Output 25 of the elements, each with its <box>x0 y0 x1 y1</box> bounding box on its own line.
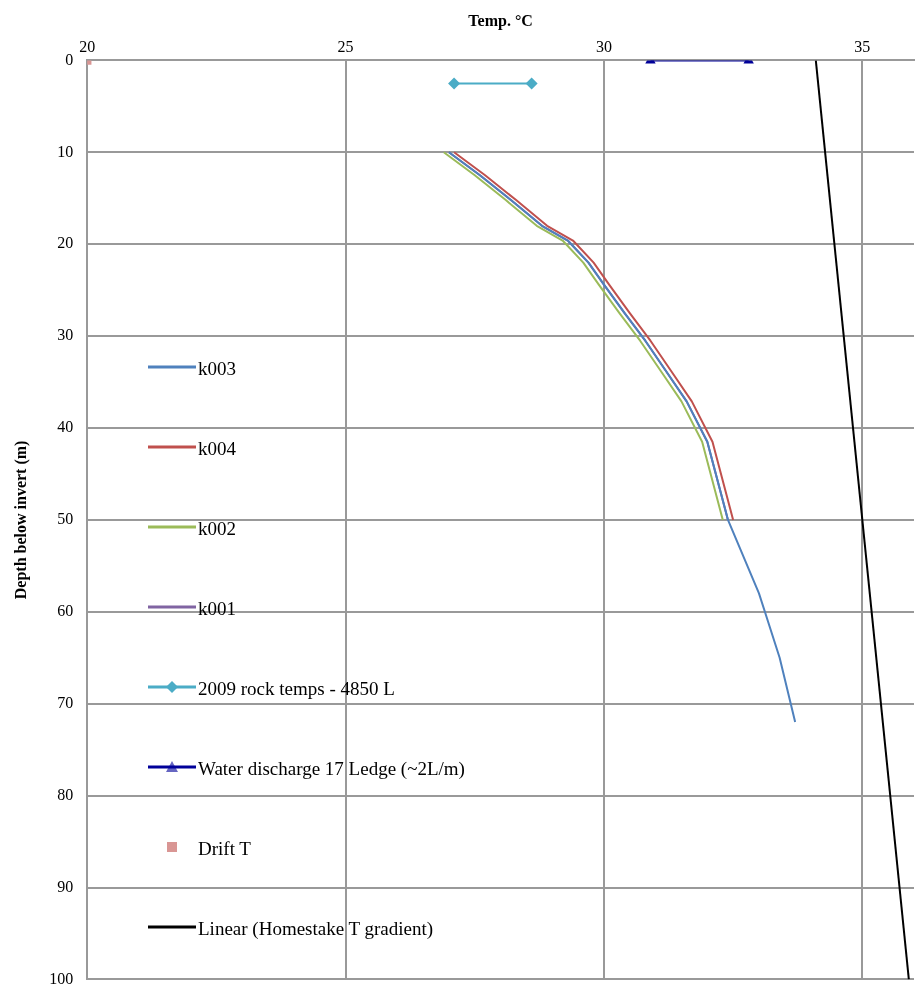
legend-label: Linear (Homestake T gradient) <box>198 918 434 940</box>
y-tick-label: 80 <box>57 785 74 803</box>
legend-label: k001 <box>198 598 236 620</box>
legend-label: Drift T <box>198 838 251 860</box>
y-tick-label: 90 <box>57 877 74 895</box>
y-tick-label: 70 <box>57 693 74 711</box>
x-tick-label: 25 <box>337 38 354 55</box>
x-tick-label: 35 <box>854 38 871 55</box>
legend-label: 2009 rock temps - 4850 L <box>198 678 395 700</box>
y-tick-label: 20 <box>57 234 74 252</box>
y-tick-label: 30 <box>57 326 74 344</box>
legend-label: Water discharge 17 Ledge (~2L/m) <box>198 758 465 780</box>
legend-label: k004 <box>198 438 236 460</box>
y-tick-label: 0 <box>65 50 74 68</box>
y-tick-label: 50 <box>57 510 74 528</box>
y-tick-label: 60 <box>57 602 74 619</box>
legend-label: k002 <box>198 518 236 540</box>
y-tick-label: 100 <box>49 969 74 987</box>
y-tick-label: 40 <box>57 418 74 436</box>
legend-label: k003 <box>198 358 236 380</box>
x-tick-label: 30 <box>595 38 612 55</box>
y-tick-label: 10 <box>57 142 74 160</box>
x-axis-title: Temp. °C <box>468 11 533 30</box>
x-tick-label: 20 <box>79 38 96 55</box>
y-axis-title: Depth below invert (m) <box>11 440 30 600</box>
